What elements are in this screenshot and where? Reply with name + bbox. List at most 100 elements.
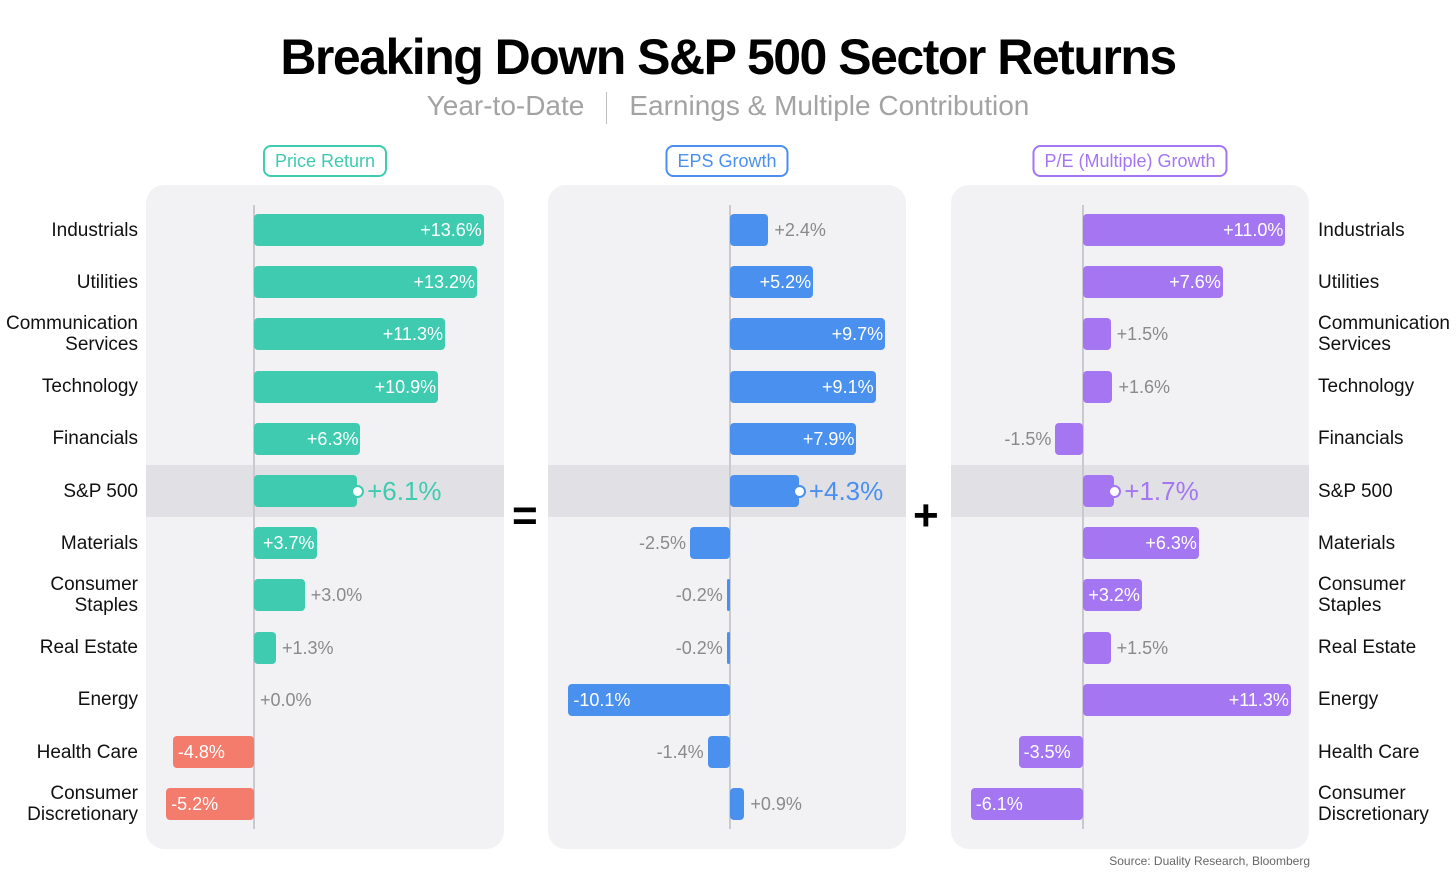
category-label-s-p-500: S&P 500 <box>63 480 138 502</box>
marker-s-p-500 <box>1108 485 1122 498</box>
source-note: Source: Duality Research, Bloomberg <box>1109 854 1310 868</box>
data-label-s-p-500: +4.3% <box>808 476 884 506</box>
data-label-utilities: +7.6% <box>1169 272 1221 293</box>
category-label-consumer-discretionary: Consumer Discretionary <box>27 783 138 826</box>
data-label-consumer-discretionary: -6.1% <box>975 794 1023 815</box>
highlight-band <box>951 465 1309 517</box>
data-label-financials: +6.3% <box>306 428 359 449</box>
category-label-health-care: Health Care <box>1318 741 1420 763</box>
bar-energy <box>568 683 730 716</box>
zero-axis <box>253 205 255 829</box>
bar-utilities <box>730 266 814 299</box>
category-label-communication-services: Communication Services <box>6 313 138 356</box>
bar-utilities <box>254 266 478 299</box>
category-label-s-p-500: S&P 500 <box>1318 480 1393 502</box>
data-label-utilities: +13.2% <box>413 272 476 293</box>
bar-real-estate <box>726 631 730 664</box>
bar-communication-services <box>254 318 445 351</box>
bar-materials <box>254 527 317 560</box>
bar-financials <box>254 422 361 455</box>
data-label-consumer-staples: -0.2% <box>675 585 723 606</box>
data-label-financials: -1.5% <box>1004 428 1052 449</box>
subtitle-divider <box>606 91 608 124</box>
bar-communication-services <box>730 318 886 351</box>
category-label-technology: Technology <box>1318 376 1415 398</box>
data-label-real-estate: +1.5% <box>1116 637 1169 658</box>
category-label-consumer-staples: Consumer Staples <box>50 574 138 617</box>
category-label-financials: Financials <box>52 428 138 450</box>
subtitle-description: Earnings & Multiple Contribution <box>629 90 1030 121</box>
data-label-technology: +1.6% <box>1118 376 1170 397</box>
data-label-health-care: -1.4% <box>656 742 704 762</box>
data-label-financials: +7.9% <box>802 428 855 449</box>
series-label-price-return: Price Return <box>262 145 388 177</box>
subtitle-period: Year-to-Date <box>426 90 585 121</box>
category-label-materials: Materials <box>60 532 138 554</box>
bar-consumer-staples <box>726 579 730 612</box>
bar-health-care <box>172 736 254 768</box>
bar-materials <box>1083 527 1199 560</box>
marker-s-p-500 <box>792 485 806 498</box>
highlight-band <box>548 465 906 517</box>
data-label-technology: +9.1% <box>822 376 874 397</box>
data-label-consumer-discretionary: -5.2% <box>171 794 219 815</box>
series-label-p-e-multiple-growth: P/E (Multiple) Growth <box>1032 145 1228 177</box>
bar-consumer-discretionary <box>166 788 254 821</box>
bar-consumer-staples <box>254 579 305 612</box>
data-label-s-p-500: +1.7% <box>1124 476 1199 506</box>
chart-subtitle: Year-to-Date Earnings & Multiple Contribu… <box>0 90 1456 124</box>
zero-axis <box>1082 205 1084 829</box>
category-label-materials: Materials <box>1318 532 1396 554</box>
category-label-technology: Technology <box>41 376 138 398</box>
data-label-real-estate: -0.2% <box>675 637 723 658</box>
zero-axis <box>729 205 731 829</box>
category-label-industrials: Industrials <box>1318 219 1405 241</box>
bar-consumer-discretionary <box>970 788 1083 821</box>
category-label-communication-services: Communication Services <box>1318 313 1450 356</box>
data-label-energy: -10.1% <box>573 689 631 710</box>
category-label-utilities: Utilities <box>76 271 138 293</box>
plus-operator: + <box>913 491 939 540</box>
data-label-industrials: +2.4% <box>774 220 826 240</box>
bar-materials <box>690 527 730 560</box>
category-label-consumer-discretionary: Consumer Discretionary <box>1318 783 1429 826</box>
bar-health-care <box>707 736 730 768</box>
bar-utilities <box>1083 266 1223 299</box>
bar-industrials <box>1083 214 1286 246</box>
data-label-industrials: +13.6% <box>420 220 482 240</box>
data-label-materials: -2.5% <box>638 533 686 554</box>
category-label-energy: Energy <box>77 689 138 711</box>
bar-s-p-500 <box>730 475 799 507</box>
category-label-industrials: Industrials <box>51 219 138 241</box>
data-label-health-care: -4.8% <box>177 742 225 762</box>
bar-financials <box>1055 422 1083 455</box>
chart-title: Breaking Down S&P 500 Sector Returns <box>280 29 1177 85</box>
data-label-health-care: -3.5% <box>1023 742 1071 762</box>
data-label-communication-services: +11.3% <box>382 324 443 345</box>
bar-energy <box>1083 683 1291 716</box>
bar-technology <box>730 370 876 403</box>
category-label-real-estate: Real Estate <box>39 637 138 659</box>
category-label-financials: Financials <box>1318 428 1404 450</box>
data-label-technology: +10.9% <box>374 376 437 397</box>
bar-health-care <box>1018 736 1083 768</box>
category-label-health-care: Health Care <box>36 741 138 763</box>
bar-technology <box>1083 370 1113 403</box>
bar-financials <box>730 422 857 455</box>
bar-real-estate <box>1083 631 1111 664</box>
bar-industrials <box>730 214 769 246</box>
marker-s-p-500 <box>351 485 365 498</box>
data-label-communication-services: +1.5% <box>1116 324 1169 345</box>
series-label-eps-growth: EPS Growth <box>665 145 789 177</box>
data-label-materials: +3.7% <box>262 533 315 554</box>
bar-industrials <box>254 214 484 246</box>
bar-real-estate <box>254 631 276 664</box>
data-label-communication-services: +9.7% <box>831 324 884 345</box>
data-label-energy: +11.3% <box>1228 689 1289 710</box>
data-label-consumer-staples: +3.2% <box>1088 585 1140 606</box>
bar-communication-services <box>1083 318 1111 351</box>
equals-operator: = <box>512 491 538 540</box>
data-label-industrials: +11.0% <box>1223 220 1284 240</box>
bar-technology <box>254 370 439 403</box>
panel-p-e-multiple-growth: +11.0% +7.6% +1.5% +1.6% -1.5% +1.7% +6.3% +3.2… <box>951 185 1309 849</box>
